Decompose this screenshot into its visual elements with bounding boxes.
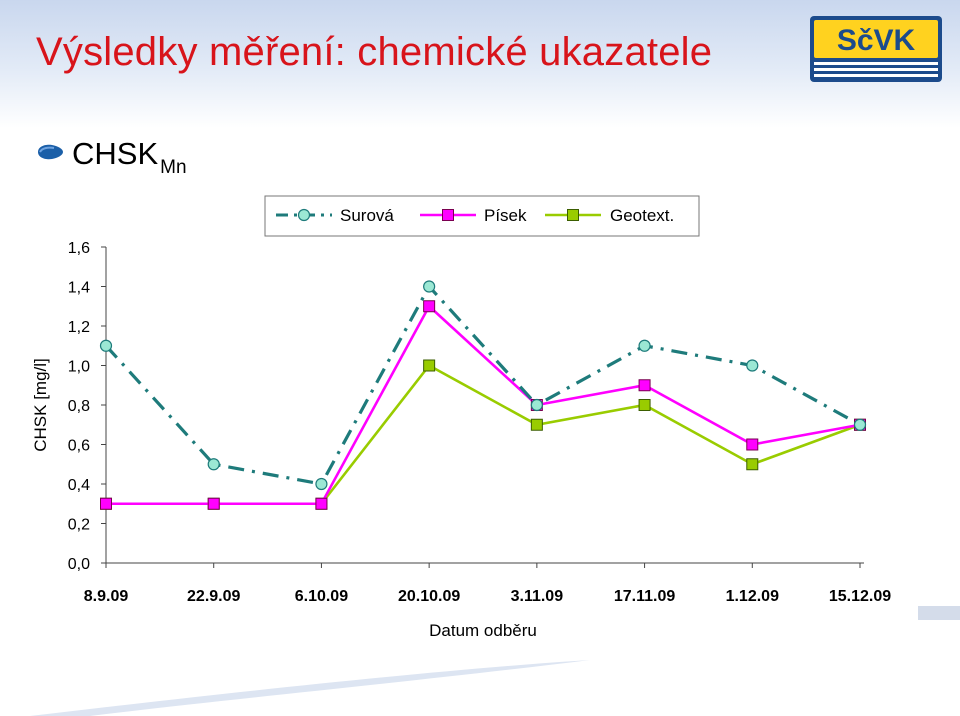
x-tick-label: 3.11.09 [511,588,564,605]
data-point [746,438,759,451]
data-point [530,418,543,431]
x-tick-label: 6.10.09 [295,588,348,605]
y-tick-label: 0,4 [68,477,90,494]
logo-text: SčVK [837,24,916,57]
y-tick-label: 0,2 [68,517,90,534]
data-point [746,458,759,471]
series-line-1 [106,304,861,506]
y-tick-label: 0,8 [68,398,90,415]
data-point [638,399,651,411]
data-point [207,458,220,471]
heading-subscript: Mn [160,157,187,178]
company-logo: SčVK [810,16,942,82]
data-point [207,497,220,510]
data-point [853,418,867,431]
data-point [638,379,651,392]
y-tick-label: 1,4 [68,280,90,297]
x-tick-label: 8.9.09 [84,588,129,605]
y-tick-label: 0,0 [68,556,90,573]
data-point [99,339,113,352]
section-heading: CHSK Mn [72,136,187,179]
legend-marker [297,208,311,222]
x-axis-title: Datum odběru [429,621,537,640]
series-line-0 [104,283,861,486]
chart-axes: 0,0 0,2 0,4 0,6 0,8 1,0 1,2 1,4 1,6 8.9.09 22.9.09… [31,240,891,640]
x-tick-label: 20.10.09 [398,588,460,605]
chart-legend: Surová Písek Geotext. [264,195,700,237]
y-tick-label: 0,6 [68,438,90,455]
legend-label: Geotext. [610,206,674,225]
data-point [423,280,436,293]
y-tick-label: 1,2 [68,319,90,336]
x-tick-label: 1.12.09 [726,588,779,605]
data-point [315,497,328,510]
legend-label: Písek [484,206,527,225]
chart-series [99,280,867,510]
header-band [0,0,960,128]
bullet-icon [38,144,63,160]
data-point [530,398,543,412]
legend-marker [442,209,454,221]
y-tick-label: 1,0 [68,359,90,376]
data-point [423,359,436,372]
x-tick-label: 17.11.09 [614,588,676,605]
legend-marker [567,209,579,221]
data-point [638,339,651,352]
legend-label: Surová [340,206,394,225]
data-point [100,497,112,510]
data-point [746,359,759,372]
data-point [423,300,436,313]
legend-box [264,195,700,237]
data-point [315,477,328,491]
y-tick-label: 1,6 [68,240,90,257]
x-tick-label: 15.12.09 [829,588,891,605]
y-axis-title: CHSK [mg/l] [31,358,50,452]
heading-main: CHSK [72,136,159,171]
slide-title: Výsledky měření: chemické ukazatele [36,30,713,74]
x-tick-label: 22.9.09 [187,588,240,605]
